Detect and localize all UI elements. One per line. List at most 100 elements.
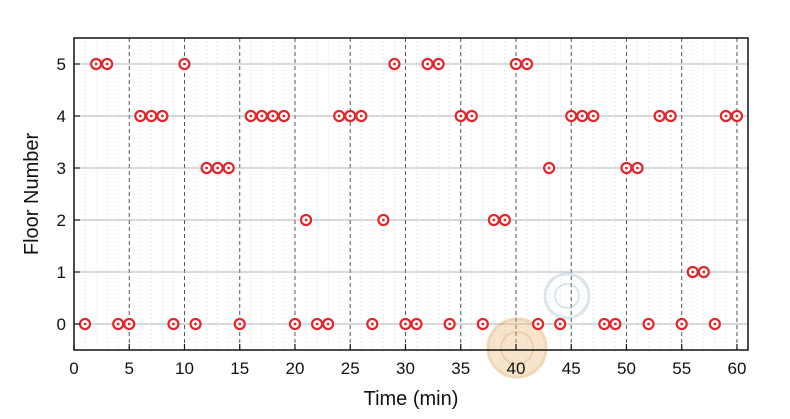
data-point-center (459, 114, 463, 118)
data-point (112, 317, 125, 331)
data-point (134, 109, 147, 123)
y-axis-title: Floor Number (21, 133, 43, 256)
data-point (487, 213, 500, 227)
grid (74, 38, 749, 350)
data-points (78, 57, 744, 331)
y-tick-label: 1 (57, 263, 66, 282)
data-point-center (680, 322, 684, 326)
data-point (310, 317, 324, 331)
data-point-center (348, 114, 352, 118)
data-point-center (647, 322, 650, 326)
watermark-seal-top (543, 272, 591, 320)
data-point-center (370, 322, 374, 326)
watermark-seals (486, 272, 591, 379)
data-point (664, 109, 677, 123)
x-tick-label: 45 (562, 359, 581, 378)
x-tick-label: 50 (617, 359, 636, 378)
data-point-center (658, 114, 662, 118)
data-point-center (105, 62, 109, 66)
data-point-center (271, 114, 275, 118)
x-tick-label: 25 (341, 359, 360, 378)
data-point (399, 317, 412, 331)
data-point (388, 57, 401, 71)
data-point-center (669, 114, 673, 118)
data-point (333, 109, 346, 123)
data-point-center (702, 270, 706, 274)
data-point (244, 109, 257, 123)
data-point-center (437, 62, 441, 66)
data-point-center (426, 62, 429, 66)
data-point-center (393, 62, 396, 66)
data-point (609, 317, 622, 331)
data-point (200, 161, 213, 175)
data-point-center (569, 114, 573, 118)
data-point (642, 317, 655, 331)
x-tick-label: 55 (672, 359, 691, 378)
data-point (598, 317, 611, 331)
watermark-seal-bottom-inner (500, 331, 534, 365)
data-point (322, 317, 335, 331)
data-point-center (514, 62, 518, 66)
data-point-center (415, 322, 418, 326)
data-point-center (381, 218, 385, 222)
data-point (454, 109, 467, 123)
tick-marks (73, 63, 738, 350)
data-point-center (713, 322, 717, 326)
data-point (123, 317, 136, 331)
x-tick-label: 60 (727, 359, 746, 378)
data-point-center (724, 114, 728, 118)
data-point-center (227, 166, 231, 170)
y-tick-label: 4 (57, 107, 66, 126)
data-point (89, 57, 103, 71)
data-point-center (249, 114, 253, 118)
data-point (299, 213, 313, 227)
data-point (421, 57, 434, 71)
data-point-center (183, 62, 186, 66)
data-point (730, 109, 744, 123)
x-tick-label: 5 (125, 359, 134, 378)
data-point (410, 317, 423, 331)
data-point (189, 317, 202, 331)
data-point-center (525, 62, 529, 66)
data-point (178, 57, 191, 71)
data-point (288, 317, 302, 331)
data-point (432, 57, 445, 71)
data-point-center (404, 322, 407, 326)
data-point-center (127, 322, 131, 326)
y-tick-label: 2 (57, 211, 66, 230)
data-point (277, 109, 291, 123)
watermark-seal-top-inner (554, 283, 580, 309)
data-point (531, 317, 545, 331)
data-point (266, 109, 279, 123)
data-point (653, 109, 666, 123)
data-point (344, 109, 357, 123)
y-tick-label: 3 (57, 159, 66, 178)
data-point (576, 109, 589, 123)
data-point-center (293, 322, 297, 326)
data-point-center (216, 166, 220, 170)
data-point-center (205, 166, 208, 170)
data-point (355, 109, 368, 123)
data-point (78, 317, 92, 331)
data-point (686, 265, 699, 279)
data-point (156, 109, 169, 123)
data-point-center (194, 322, 197, 326)
data-point (101, 57, 114, 71)
data-point-center (625, 166, 628, 170)
data-point-center (492, 218, 496, 222)
plot-frame (73, 37, 749, 351)
data-point-center (735, 114, 739, 118)
data-point (145, 109, 158, 123)
data-point (366, 317, 379, 331)
data-point (509, 57, 523, 71)
data-point (554, 317, 567, 331)
data-point (520, 57, 534, 71)
data-point-center (282, 114, 286, 118)
data-point (719, 109, 733, 123)
watermark-seal-bottom (486, 317, 548, 379)
data-point-center (315, 322, 319, 326)
data-point (211, 161, 224, 175)
data-point (167, 317, 180, 331)
